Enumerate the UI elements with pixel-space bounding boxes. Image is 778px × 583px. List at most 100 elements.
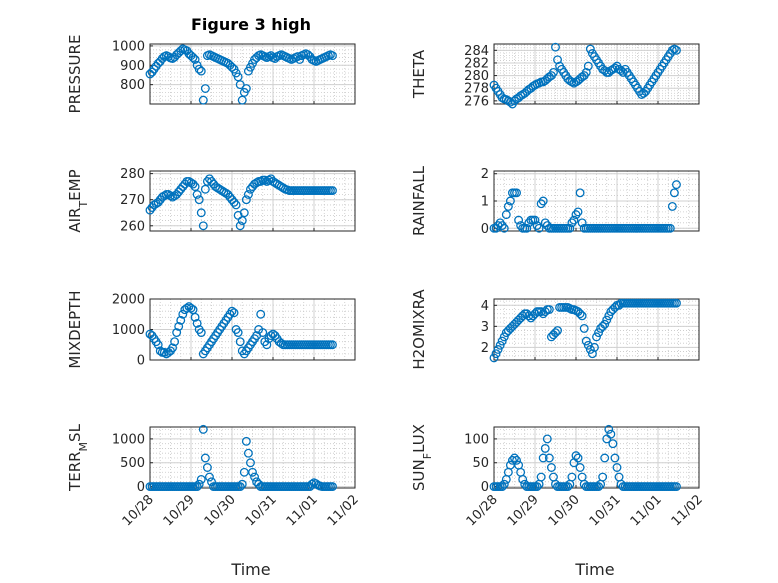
data-point (608, 439, 618, 449)
y-tick-label: 900 (120, 59, 145, 74)
data-point (229, 197, 239, 207)
data-point (241, 436, 251, 446)
data-point (612, 463, 622, 472)
data-point (190, 182, 200, 192)
y-tick-label: 3 (481, 320, 489, 335)
data-point (518, 474, 528, 484)
data-point (227, 306, 237, 316)
data-point (248, 467, 257, 477)
data-point (153, 340, 163, 350)
data-point (188, 179, 198, 189)
y-tick-label: 280 (464, 69, 489, 84)
axes-frame (149, 43, 356, 105)
x-tick-label: 10/29 (505, 492, 542, 529)
data-point (168, 343, 177, 353)
data-point (585, 44, 595, 54)
data-series (489, 298, 681, 363)
subplot-h2omixra: 2 3 4 H2OMIXRA (410, 289, 700, 370)
data-point (532, 482, 542, 492)
data-point (567, 218, 577, 228)
data-point (563, 482, 573, 492)
data-point (235, 337, 245, 347)
data-point (598, 321, 608, 331)
data-point (501, 210, 511, 220)
data-point (243, 448, 253, 458)
x-tick-label: 10/31 (587, 492, 624, 529)
data-point (598, 472, 608, 482)
data-point (328, 482, 337, 492)
data-point (163, 52, 173, 62)
y-tick-label: 0 (137, 480, 145, 495)
data-point (194, 479, 204, 489)
data-point (227, 62, 237, 72)
data-point (524, 311, 534, 321)
data-point (235, 482, 245, 492)
x-tick-label: 11/02 (325, 492, 362, 529)
data-point (672, 180, 681, 190)
data-point (194, 195, 204, 205)
y-tick-label: 4 (481, 299, 489, 314)
data-point (200, 453, 210, 463)
data-point (579, 323, 589, 333)
data-point (540, 443, 550, 453)
data-point (307, 479, 317, 489)
data-point (600, 453, 610, 463)
data-point (200, 184, 210, 194)
data-point (235, 80, 245, 90)
subplot-sun-flux: 0 50 100 10/28 10/29 10/30 10/31 11/01 11/02 SUNF… (410, 424, 706, 529)
y-tick-label: 278 (464, 82, 489, 97)
data-point (573, 207, 583, 217)
data-point (276, 338, 286, 348)
data-point (544, 453, 554, 463)
y-tick-label: 2 (481, 167, 489, 182)
data-point (497, 336, 507, 346)
data-point (237, 216, 247, 226)
subplot-terr-msl: 0 500 1000 10/28 10/29 10/30 10/31 11/01 11/02 TE… (66, 423, 362, 529)
data-point (204, 472, 214, 482)
data-point (606, 429, 616, 439)
data-point (188, 53, 198, 62)
data-point (328, 51, 337, 61)
data-point (198, 221, 208, 231)
data-point (590, 342, 599, 352)
data-point (604, 424, 614, 434)
data-point (194, 64, 204, 74)
axes-frame (149, 298, 356, 361)
y-axis-label: TERRMSL (66, 423, 90, 492)
data-point (571, 451, 581, 461)
data-point (256, 309, 266, 319)
data-point (600, 66, 610, 75)
y-tick-label: 1000 (112, 432, 145, 447)
data-point (553, 55, 562, 65)
data-point (493, 345, 503, 354)
data-point (594, 328, 603, 338)
data-point (551, 328, 560, 338)
data-point (159, 347, 169, 357)
y-tick-label: 280 (120, 167, 145, 182)
data-point (536, 472, 546, 482)
data-point (573, 453, 583, 463)
data-point (196, 328, 206, 337)
data-point (546, 463, 556, 472)
data-point (196, 208, 206, 218)
data-point (202, 463, 212, 472)
data-point (567, 77, 577, 87)
data-point (489, 353, 499, 363)
y-axis-label: SUNFLUX (410, 424, 434, 491)
data-point (192, 482, 202, 492)
data-point (592, 332, 601, 342)
y-tick-label: 50 (472, 456, 489, 471)
data-point (534, 223, 544, 233)
y-axis-label: THETA (410, 49, 428, 99)
data-point (553, 326, 562, 336)
data-point (172, 328, 182, 337)
data-point (565, 223, 575, 233)
data-point (667, 202, 677, 211)
data-point (499, 223, 509, 233)
data-series (145, 174, 337, 231)
data-point (575, 309, 585, 319)
y-tick-label: 260 (120, 219, 145, 234)
figure-title: Figure 3 high (191, 15, 311, 34)
data-series (489, 180, 681, 233)
